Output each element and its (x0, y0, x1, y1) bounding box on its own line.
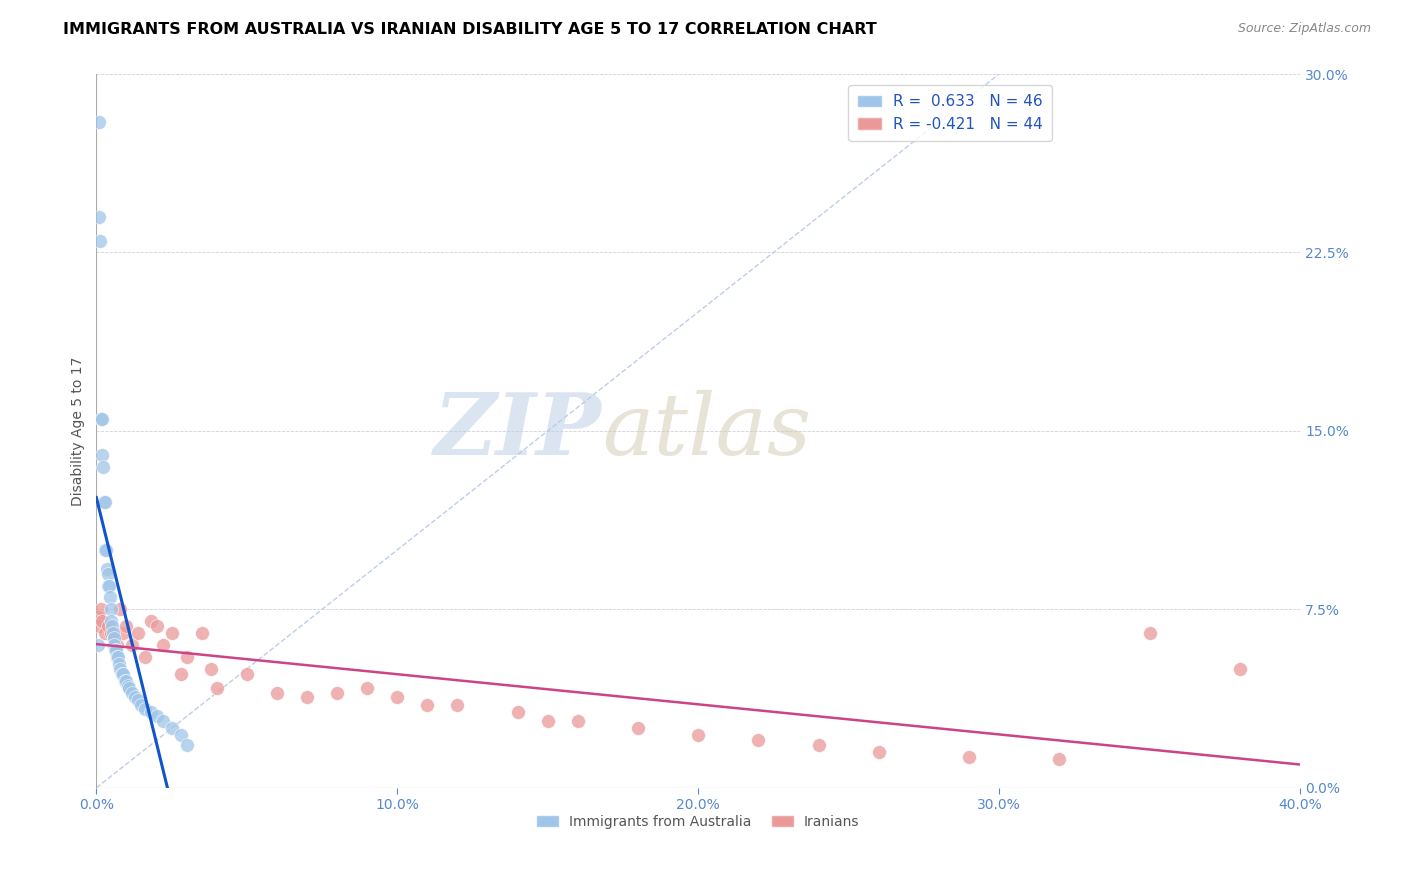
Point (87, 609, 110, 624)
Point (567, 714, 589, 729)
Point (87, 114, 110, 128)
Point (176, 650, 198, 665)
Point (98, 591, 121, 605)
Point (107, 650, 129, 665)
Point (169, 729, 191, 743)
Point (115, 619, 138, 633)
Point (295, 690, 318, 705)
Point (326, 686, 349, 700)
Point (747, 733, 769, 747)
Point (807, 738, 830, 752)
Point (101, 619, 124, 633)
Point (152, 714, 174, 729)
Point (89, 234, 111, 248)
Point (100, 626, 122, 640)
Point (94, 542, 117, 557)
Point (94, 542, 117, 557)
Point (91, 459, 114, 474)
Point (152, 638, 174, 652)
Point (112, 626, 135, 640)
Point (1047, 752, 1070, 766)
Point (139, 614, 162, 628)
Point (87, 638, 110, 652)
Point (145, 619, 167, 633)
Point (121, 686, 143, 700)
Point (112, 666, 135, 681)
Point (97, 566, 120, 581)
Point (169, 666, 191, 681)
Text: atlas: atlas (602, 390, 811, 472)
Point (98, 578, 121, 592)
Point (104, 643, 127, 657)
Point (416, 698, 439, 712)
Point (118, 681, 141, 695)
Point (145, 709, 167, 723)
Point (94, 495, 117, 509)
Point (108, 657, 131, 672)
Y-axis label: Disability Age 5 to 17: Disability Age 5 to 17 (72, 356, 86, 506)
Point (506, 705, 529, 719)
Point (107, 650, 129, 665)
Point (131, 698, 153, 712)
Point (97, 619, 120, 633)
Point (236, 666, 259, 681)
Point (127, 693, 149, 707)
Point (160, 722, 183, 736)
Point (103, 631, 125, 645)
Point (114, 673, 136, 688)
Point (134, 702, 156, 716)
Point (100, 614, 122, 628)
Point (101, 626, 124, 640)
Point (91, 448, 114, 462)
Text: Source: ZipAtlas.com: Source: ZipAtlas.com (1237, 22, 1371, 36)
Legend: Immigrants from Australia, Iranians: Immigrants from Australia, Iranians (531, 809, 865, 834)
Point (266, 686, 288, 700)
Text: IMMIGRANTS FROM AUSTRALIA VS IRANIAN DISABILITY AGE 5 TO 17 CORRELATION CHART: IMMIGRANTS FROM AUSTRALIA VS IRANIAN DIS… (63, 22, 877, 37)
Point (868, 745, 890, 759)
Point (90, 412, 112, 426)
Point (91, 614, 114, 628)
Point (110, 662, 132, 676)
Point (111, 666, 134, 681)
Point (107, 638, 129, 652)
Point (200, 662, 222, 676)
Point (89, 619, 111, 633)
Point (957, 750, 980, 764)
Point (356, 681, 378, 695)
Point (103, 638, 125, 652)
Point (1229, 662, 1251, 676)
Point (100, 602, 122, 616)
Point (190, 626, 212, 640)
Point (93, 495, 115, 509)
Text: ZIP: ZIP (434, 389, 602, 473)
Point (121, 638, 143, 652)
Point (90, 412, 112, 426)
Point (1139, 626, 1161, 640)
Point (688, 729, 710, 743)
Point (134, 650, 156, 665)
Point (387, 690, 409, 705)
Point (127, 626, 149, 640)
Point (446, 698, 468, 712)
Point (537, 714, 560, 729)
Point (96, 562, 118, 576)
Point (117, 679, 139, 693)
Point (103, 631, 125, 645)
Point (176, 738, 198, 752)
Point (115, 673, 138, 688)
Point (104, 643, 127, 657)
Point (160, 626, 183, 640)
Point (110, 602, 132, 616)
Point (89, 210, 111, 224)
Point (124, 690, 146, 705)
Point (627, 722, 650, 736)
Point (97, 578, 120, 592)
Point (90, 602, 112, 616)
Point (94, 626, 117, 640)
Point (205, 681, 228, 695)
Point (139, 705, 162, 719)
